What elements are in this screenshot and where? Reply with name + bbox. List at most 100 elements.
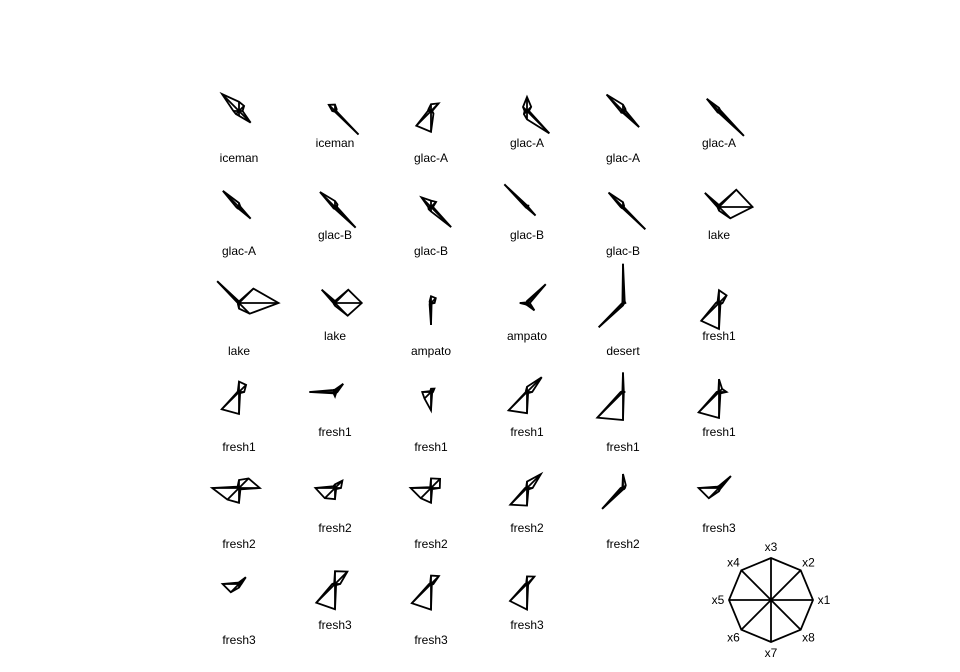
star-outline [216, 280, 281, 315]
star-spoke [226, 487, 240, 501]
key-spoke [740, 599, 772, 631]
key-label-x6: x6 [727, 631, 740, 645]
star-outline [220, 576, 247, 594]
star-glyph: lake [321, 288, 364, 343]
star-glyph: glac-A [605, 93, 640, 165]
key-label-x5: x5 [712, 593, 725, 607]
star-label: glac-A [222, 244, 256, 258]
star-label: fresh2 [510, 521, 544, 535]
star-outline [519, 283, 547, 312]
star-glyph: fresh1 [699, 288, 736, 343]
star-glyph: fresh1 [595, 372, 640, 454]
star-spoke [238, 477, 250, 489]
star-outline [607, 191, 646, 230]
star-label: fresh3 [318, 618, 352, 632]
star-outline [209, 477, 263, 504]
star-glyph: glac-B [606, 191, 646, 258]
star-outline [605, 93, 640, 128]
star-outline [706, 98, 745, 137]
star-glyph: glac-A [510, 94, 550, 150]
star-label: lake [708, 228, 730, 242]
star-outline [220, 380, 248, 416]
star-outline [522, 94, 550, 135]
star-glyph: fresh1 [414, 387, 448, 454]
star-glyph: fresh2 [209, 477, 263, 551]
star-glyph: fresh2 [508, 471, 544, 535]
star-outline [327, 103, 360, 136]
star-glyph: fresh3 [410, 574, 448, 647]
star-glyph: fresh2 [601, 473, 640, 551]
star-label: fresh1 [702, 329, 736, 343]
key-label-x1: x1 [818, 593, 831, 607]
star-outline [508, 575, 537, 612]
star-outline [598, 263, 627, 328]
star-glyph: glac-B [414, 195, 452, 258]
star-outline [314, 570, 349, 611]
star-outline [508, 471, 544, 507]
star-outline [408, 477, 442, 505]
star-outline [313, 478, 344, 501]
star-glyph: glac-B [318, 191, 357, 242]
star-outline [503, 183, 537, 217]
star-outline [420, 387, 436, 414]
star-label: fresh3 [702, 521, 736, 535]
star-outline [222, 190, 252, 220]
star-label: fresh3 [510, 618, 544, 632]
star-glyph: iceman [316, 103, 360, 150]
stars-layer: iceman iceman glac-A glac-A glac-A glac-A glac… [209, 91, 755, 647]
star-label: fresh1 [606, 440, 640, 454]
star-glyph: ampato [411, 294, 451, 358]
key-label-x7: x7 [765, 646, 778, 660]
key-label-x2: x2 [802, 556, 815, 570]
star-label: iceman [220, 151, 259, 165]
star-key: x1 x2 x3 x4 x5 x6 x7 x8 [712, 540, 831, 660]
star-label: fresh3 [414, 633, 448, 647]
star-outline [414, 102, 441, 134]
key-label-x4: x4 [727, 556, 740, 570]
star-glyph: fresh3 [220, 576, 256, 647]
star-label: glac-B [510, 228, 544, 242]
star-label: glac-A [414, 151, 448, 165]
star-outline [704, 188, 755, 220]
star-label: fresh2 [606, 537, 640, 551]
star-outline [419, 195, 452, 228]
star-outline [309, 383, 344, 399]
star-spoke [430, 478, 441, 489]
star-outline [219, 91, 252, 124]
star-label: fresh1 [702, 425, 736, 439]
star-label: fresh1 [414, 440, 448, 454]
star-outline [506, 376, 543, 415]
star-glyph: ampato [507, 283, 547, 343]
star-glyph: glac-A [222, 190, 256, 258]
key-label-x8: x8 [802, 631, 815, 645]
star-label: iceman [316, 136, 355, 150]
star-label: ampato [507, 329, 547, 343]
star-glyph: glac-A [702, 98, 745, 150]
star-label: glac-A [702, 136, 736, 150]
star-outline [696, 475, 732, 500]
star-label: fresh2 [414, 537, 448, 551]
key-spoke [770, 569, 802, 601]
key-spoke [770, 599, 802, 631]
star-label: glac-B [606, 244, 640, 258]
star-outline [601, 473, 627, 510]
star-glyph: fresh3 [314, 570, 352, 632]
star-label: glac-A [606, 151, 640, 165]
star-glyph: lake [216, 280, 281, 358]
star-glyph: fresh2 [408, 477, 448, 551]
key-label-x3: x3 [765, 540, 778, 554]
star-label: fresh2 [222, 537, 256, 551]
star-glyph: lake [704, 188, 755, 242]
star-spoke [324, 487, 336, 499]
star-label: fresh1 [510, 425, 544, 439]
star-label: lake [324, 329, 346, 343]
star-label: fresh2 [318, 521, 352, 535]
star-glyph: fresh3 [508, 575, 544, 632]
star-outline [321, 288, 364, 317]
star-glyph: fresh2 [313, 478, 352, 535]
star-outline [319, 191, 357, 229]
star-outline [410, 574, 441, 611]
star-outline [699, 288, 728, 331]
star-label: lake [228, 344, 250, 358]
